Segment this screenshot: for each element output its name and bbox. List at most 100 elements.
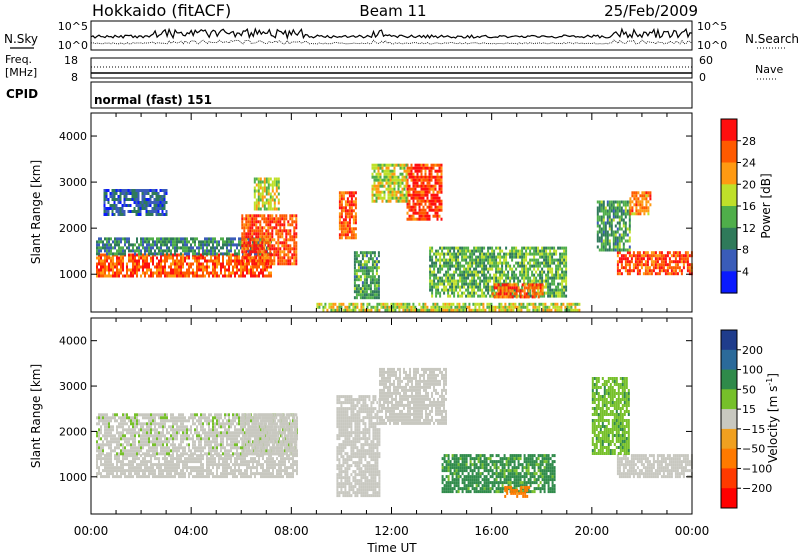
- scatter-cell: [284, 463, 286, 467]
- scatter-cell: [122, 252, 124, 256]
- scatter-cell: [424, 187, 427, 191]
- scatter-cell: [279, 262, 282, 266]
- scatter-cell: [161, 195, 164, 198]
- scatter-cell: [645, 191, 648, 195]
- scatter-cell: [210, 252, 212, 256]
- scatter-cell: [455, 258, 458, 262]
- scatter-cell: [249, 253, 252, 257]
- scatter-cell: [110, 237, 112, 241]
- scatter-cell: [159, 195, 162, 198]
- scatter-cell: [426, 214, 429, 218]
- scatter-cell: [184, 240, 186, 244]
- scatter-cell: [214, 460, 216, 464]
- scatter-cell: [389, 193, 392, 197]
- scatter-cell: [255, 250, 258, 254]
- scatter-cell: [461, 252, 464, 256]
- scatter-cell: [650, 254, 653, 258]
- scatter-cell: [412, 302, 415, 306]
- scatter-cell: [172, 457, 174, 461]
- scatter-cell: [363, 269, 366, 273]
- scatter-cell: [686, 269, 689, 273]
- scatter-cell: [200, 243, 202, 247]
- scatter-cell: [410, 193, 413, 197]
- scatter-cell: [561, 246, 564, 250]
- scatter-cell: [216, 240, 218, 244]
- scatter-cell: [561, 255, 564, 259]
- scatter-cell: [259, 259, 262, 263]
- scatter-cell: [433, 285, 436, 289]
- scatter-cell: [668, 260, 671, 264]
- scatter-cell: [258, 454, 260, 458]
- scatter-cell: [393, 193, 396, 197]
- scatter-cell: [261, 232, 264, 236]
- scatter-cell: [253, 259, 256, 263]
- scatter-cell: [236, 268, 238, 272]
- scatter-cell: [248, 268, 250, 272]
- scatter-cell: [566, 302, 569, 306]
- scatter-cell: [559, 294, 562, 298]
- scatter-cell: [551, 246, 554, 250]
- scatter-cell: [259, 226, 262, 230]
- scatter-cell: [491, 264, 494, 268]
- scatter-cell: [141, 195, 144, 198]
- scatter-cell: [113, 201, 116, 204]
- scatter-cell: [103, 210, 106, 213]
- scatter-cell: [271, 238, 274, 242]
- scatter-cell: [387, 172, 390, 176]
- scatter-cell: [182, 463, 184, 467]
- scatter-cell: [262, 271, 264, 275]
- scatter-cell: [493, 258, 496, 262]
- scatter-cell: [132, 463, 134, 467]
- scatter-cell: [381, 184, 384, 188]
- scatter-cell: [352, 308, 355, 312]
- scatter-cell: [401, 196, 404, 200]
- scatter-cell: [626, 212, 629, 216]
- scatter-cell: [261, 204, 264, 208]
- scatter-cell: [116, 237, 118, 241]
- scatter-cell: [152, 475, 154, 479]
- scatter-cell: [642, 263, 645, 267]
- scatter-cell: [253, 201, 256, 205]
- scatter-cell: [521, 255, 524, 259]
- scatter-cell: [387, 169, 390, 173]
- scatter-cell: [186, 271, 188, 275]
- scatter-cell: [614, 200, 617, 204]
- scatter-cell: [176, 265, 178, 269]
- scatter-cell: [137, 201, 140, 204]
- scatter-cell: [373, 287, 376, 291]
- scatter-cell: [184, 460, 186, 464]
- scatter-cell: [375, 257, 378, 261]
- scatter-cell: [110, 259, 112, 263]
- scatter-cell: [553, 261, 556, 265]
- scatter-cell: [469, 273, 472, 277]
- scatter-cell: [550, 308, 553, 312]
- scatter-cell: [277, 201, 280, 205]
- scatter-cell: [130, 249, 132, 253]
- scatter-cell: [377, 163, 380, 167]
- scatter-cell: [257, 198, 260, 202]
- scatter-cell: [180, 252, 182, 256]
- scatter-cell: [166, 259, 168, 263]
- scatter-cell: [491, 285, 494, 289]
- scatter-cell: [436, 302, 439, 306]
- scatter-cell: [367, 272, 370, 276]
- scatter-cell: [429, 285, 432, 289]
- scatter-cell: [186, 256, 188, 260]
- scatter-cell: [672, 254, 675, 258]
- scatter-cell: [202, 256, 204, 260]
- scatter-cell: [428, 308, 431, 312]
- scatter-cell: [465, 273, 468, 277]
- scatter-cell: [261, 180, 264, 184]
- scatter-cell: [572, 302, 575, 306]
- scatter-cell: [269, 244, 272, 248]
- scatter-cell: [352, 230, 355, 234]
- scatter-cell: [416, 169, 419, 173]
- colorbar-swatch: [721, 227, 737, 251]
- scatter-cell: [507, 273, 510, 277]
- scatter-cell: [518, 302, 521, 306]
- scatter-cell: [98, 469, 100, 473]
- scatter-cell: [412, 211, 415, 215]
- scatter-cell: [678, 254, 681, 258]
- scatter-cell: [136, 466, 138, 470]
- scatter-cell: [447, 282, 450, 286]
